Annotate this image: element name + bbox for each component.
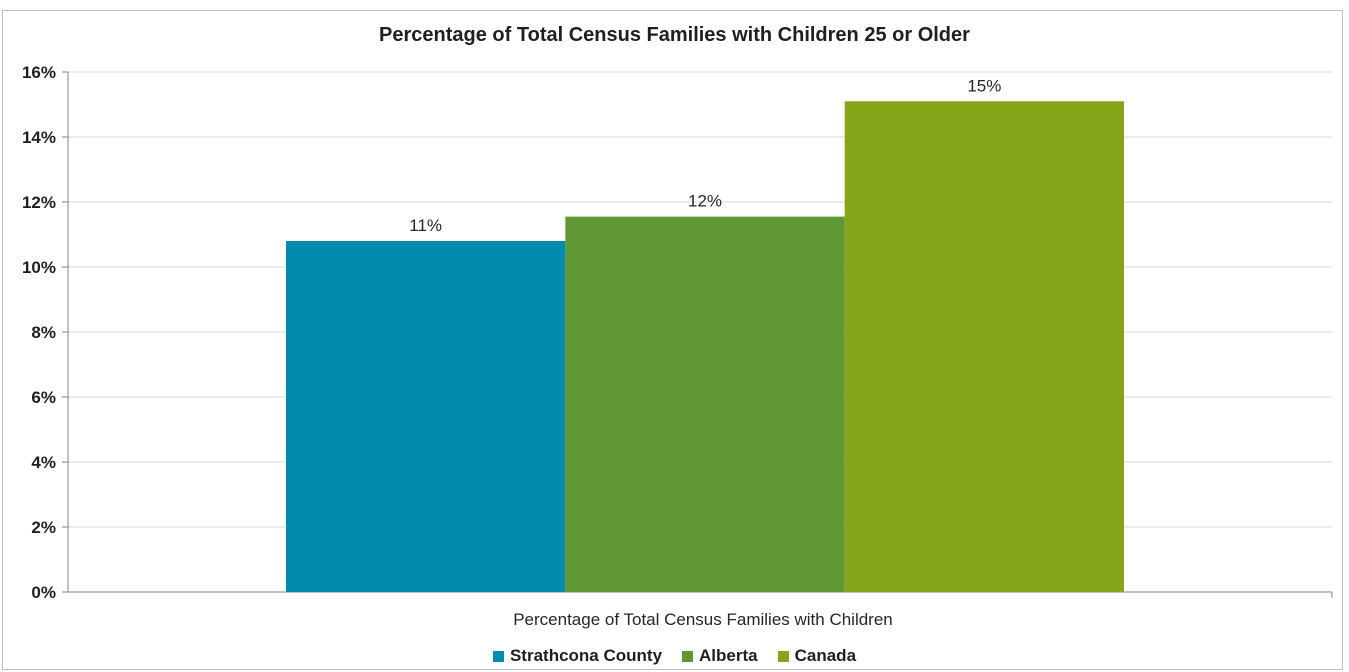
bar-alberta	[565, 216, 845, 592]
legend-swatch-alberta	[682, 650, 694, 662]
legend: Strathcona County Alberta Canada	[0, 646, 1349, 666]
y-tick-label: 16%	[22, 63, 56, 82]
data-label: 11%	[409, 216, 442, 235]
legend-swatch-canada	[777, 650, 789, 662]
legend-label-strathcona: Strathcona County	[509, 646, 663, 665]
y-tick-label: 14%	[22, 128, 56, 147]
legend-item-strathcona: Strathcona County	[492, 646, 663, 666]
y-tick-label: 6%	[31, 388, 56, 407]
legend-label-canada: Canada	[794, 646, 857, 665]
legend-label-alberta: Alberta	[699, 646, 758, 665]
legend-item-alberta: Alberta	[682, 646, 758, 666]
bar-strathcona-county	[286, 241, 566, 592]
legend-item-canada: Canada	[777, 646, 857, 666]
chart-title: Percentage of Total Census Families with…	[379, 24, 970, 46]
y-tick-label: 4%	[31, 453, 56, 472]
y-tick-label: 12%	[22, 193, 56, 212]
y-tick-label: 10%	[22, 258, 56, 277]
legend-swatch-strathcona	[492, 650, 504, 662]
y-tick-label: 8%	[31, 323, 56, 342]
y-tick-label: 2%	[31, 518, 56, 537]
bar-canada	[844, 101, 1124, 592]
x-category-label: Percentage of Total Census Families with…	[513, 610, 893, 629]
data-label: 15%	[967, 76, 1001, 95]
y-tick-label: 0%	[31, 583, 56, 602]
data-label: 12%	[688, 192, 722, 211]
